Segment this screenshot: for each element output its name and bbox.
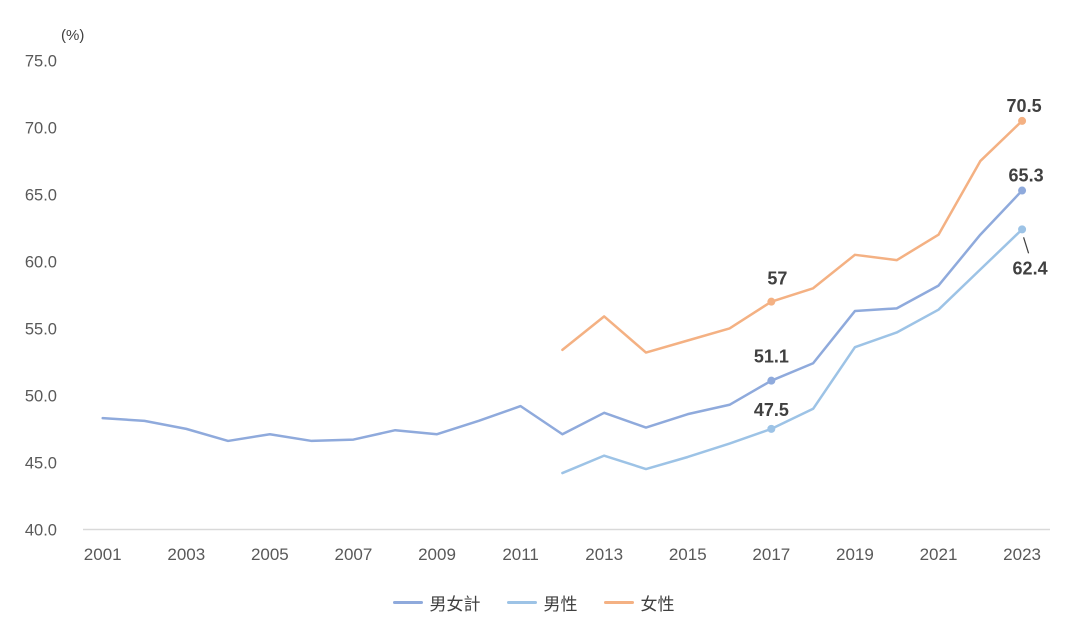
legend-swatch-total bbox=[392, 600, 423, 604]
y-axis-tick-label: 70.0 bbox=[25, 120, 57, 138]
series-line-男性 bbox=[561, 228, 1024, 475]
x-axis-tick-label: 2007 bbox=[335, 545, 373, 564]
data-label-男性-2023: 62.4 bbox=[1013, 258, 1048, 278]
data-label-leader-line bbox=[1023, 237, 1030, 254]
y-axis-unit-label: (%) bbox=[61, 27, 85, 44]
y-axis-tick-label: 60.0 bbox=[25, 254, 57, 272]
y-axis-tick-label: 65.0 bbox=[25, 187, 57, 205]
chart-legend: 男女計 男性 女性 bbox=[0, 590, 1067, 614]
data-label-男性-2017: 47.5 bbox=[754, 400, 789, 420]
x-axis-tick-label: 2017 bbox=[752, 545, 790, 564]
data-point-marker-女性-2023 bbox=[1018, 116, 1027, 125]
x-axis-tick-label: 2003 bbox=[167, 545, 205, 564]
legend-item-male: 男性 bbox=[506, 590, 578, 615]
data-point-marker-男女計-2023 bbox=[1018, 186, 1027, 195]
data-point-marker-男性-2017 bbox=[767, 424, 776, 433]
legend-label-total: 男女計 bbox=[429, 594, 481, 614]
x-axis-tick-label: 2005 bbox=[251, 545, 289, 564]
data-point-marker-男性-2023 bbox=[1018, 225, 1027, 234]
data-point-marker-男女計-2017 bbox=[767, 376, 776, 385]
x-axis-tick-label: 2009 bbox=[418, 545, 456, 564]
x-axis-tick-label: 2021 bbox=[920, 545, 958, 564]
y-axis-tick-label: 40.0 bbox=[25, 521, 57, 539]
data-label-男女計-2017: 51.1 bbox=[754, 347, 789, 367]
data-label-女性-2023: 70.5 bbox=[1007, 96, 1042, 116]
x-axis-tick-label: 2019 bbox=[836, 545, 874, 564]
x-axis-tick-label: 2011 bbox=[502, 545, 539, 564]
legend-label-female: 女性 bbox=[640, 594, 675, 614]
legend-label-male: 男性 bbox=[543, 594, 578, 614]
legend-item-total: 男女計 bbox=[392, 590, 481, 615]
series-line-男女計 bbox=[101, 189, 1024, 443]
legend-item-female: 女性 bbox=[603, 590, 675, 615]
data-label-女性-2017: 57 bbox=[767, 269, 787, 289]
y-axis-tick-label: 45.0 bbox=[25, 454, 57, 472]
x-axis-tick-label: 2001 bbox=[84, 545, 122, 564]
legend-swatch-female bbox=[603, 600, 634, 604]
data-label-男女計-2023: 65.3 bbox=[1009, 166, 1044, 186]
x-axis-tick-label: 2015 bbox=[669, 545, 707, 564]
x-axis-tick-label: 2023 bbox=[1003, 545, 1041, 564]
x-axis-tick-label: 2013 bbox=[585, 545, 623, 564]
data-point-marker-女性-2017 bbox=[767, 297, 776, 306]
legend-swatch-male bbox=[506, 600, 537, 604]
y-axis-tick-label: 55.0 bbox=[25, 320, 57, 338]
y-axis-tick-label: 75.0 bbox=[25, 53, 57, 71]
y-axis-tick-label: 50.0 bbox=[25, 387, 57, 405]
series-line-女性 bbox=[561, 119, 1024, 354]
